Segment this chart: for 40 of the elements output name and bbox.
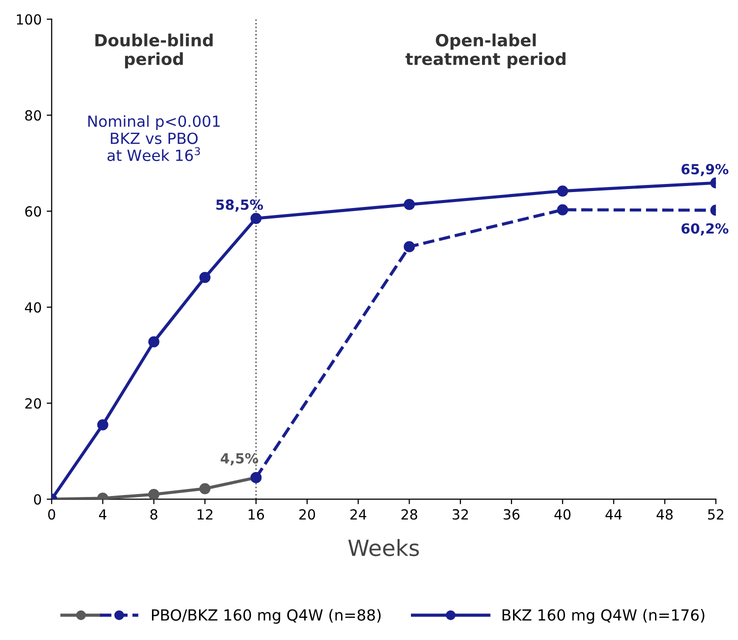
x-tick-label: 28	[401, 509, 418, 520]
x-tick-label: 36	[504, 509, 520, 520]
x-axis-title: Weeks	[348, 539, 419, 556]
point	[557, 204, 568, 216]
annotation: Nominal p<0.001 BKZ vs PBO at Week 16$^{3}$	[88, 115, 220, 162]
x-tick-label: 40	[554, 509, 570, 520]
point	[97, 419, 108, 430]
annotation: Open-label treatment period	[405, 34, 566, 68]
x-tick-label: 4	[99, 509, 106, 520]
x-tick-label: 0	[48, 509, 56, 520]
y-tick-label: 20	[25, 398, 42, 409]
point	[557, 185, 568, 197]
y-tick-label: 40	[24, 302, 42, 313]
x-tick-label: 16	[248, 509, 264, 520]
annotation: Double-blind period	[95, 34, 213, 68]
x-tick-label: 32	[452, 509, 468, 520]
x-tick-label: 44	[606, 509, 622, 520]
x-tick-label: 20	[299, 509, 316, 520]
point	[199, 272, 210, 283]
y-tick-label: 80	[25, 110, 42, 121]
data-label: 60,2%	[682, 223, 728, 236]
data-label: 65,9%	[682, 164, 728, 176]
y-tick-label: 60	[25, 206, 42, 217]
data-label: 4,5%	[220, 453, 258, 466]
point	[148, 336, 160, 348]
point	[250, 212, 262, 224]
point	[199, 483, 210, 494]
x-tick-label: 8	[150, 509, 158, 520]
legend-label: PBO/BKZ 160 mg Q4W (n=88)	[152, 608, 381, 624]
x-tick-label: 24	[350, 509, 366, 520]
y-tick-label: 100	[16, 14, 42, 25]
x-tick-label: 12	[198, 509, 212, 520]
point	[404, 198, 415, 210]
x-tick-label: 52	[708, 509, 724, 520]
data-label: 58,5%	[216, 199, 264, 212]
point	[148, 488, 160, 500]
y-tick-label: 0	[34, 494, 42, 505]
legend-label: BKZ 160 mg Q4W (n=176)	[502, 608, 704, 624]
x-tick-label: 48	[656, 509, 673, 520]
point	[404, 241, 415, 252]
